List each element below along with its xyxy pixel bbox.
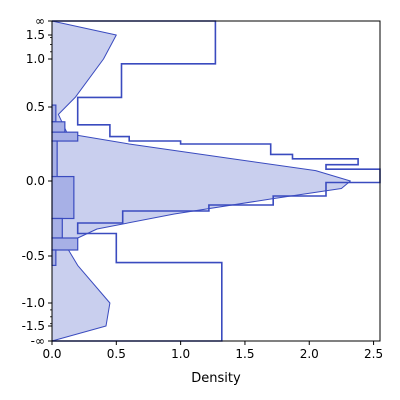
bar — [51, 121, 66, 133]
x-tick-label: 1.5 — [235, 347, 254, 361]
bar — [51, 237, 79, 251]
step-histogram — [52, 20, 381, 342]
y-tick-label: 0.5 — [26, 100, 45, 114]
bar — [51, 131, 79, 142]
y-tick-label: -1.0 — [22, 296, 45, 310]
bar — [51, 140, 58, 178]
bar — [51, 217, 63, 239]
y-tick-label: ∞ — [35, 14, 45, 28]
x-tick-label: 2.5 — [364, 347, 383, 361]
bar — [51, 175, 75, 220]
y-tick-label: -1.5 — [22, 319, 45, 333]
x-tick-label: 2.0 — [300, 347, 319, 361]
kde-curve — [51, 20, 351, 342]
x-axis-label: Density — [191, 371, 241, 386]
y-tick-label: -0.5 — [22, 249, 45, 263]
y-tick-label: 1.0 — [26, 52, 45, 66]
y-tick-label: 0.0 — [26, 174, 45, 188]
bar — [51, 104, 57, 123]
y-tick-label: 1.5 — [26, 28, 45, 42]
x-tick-label: 0.0 — [42, 347, 61, 361]
bar — [51, 249, 57, 266]
x-tick-label: 1.0 — [171, 347, 190, 361]
y-tick-label: -∞ — [31, 334, 45, 348]
x-axis-ticks: 0.0 0.5 1.0 1.5 2.0 2.5 — [42, 341, 383, 361]
y-axis-ticks: ∞1.5 1.0 0.5 0.0 -0.5 -1.0 -1.5-∞ — [22, 14, 52, 348]
x-tick-label: 0.5 — [107, 347, 126, 361]
plot-area — [51, 20, 381, 342]
